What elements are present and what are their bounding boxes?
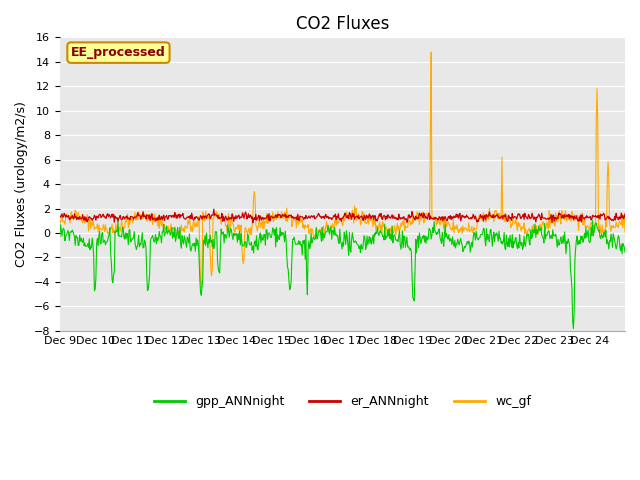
Y-axis label: CO2 Fluxes (urology/m2/s): CO2 Fluxes (urology/m2/s) xyxy=(15,101,28,267)
Text: EE_processed: EE_processed xyxy=(71,46,166,59)
Legend: gpp_ANNnight, er_ANNnight, wc_gf: gpp_ANNnight, er_ANNnight, wc_gf xyxy=(148,390,536,413)
Title: CO2 Fluxes: CO2 Fluxes xyxy=(296,15,389,33)
